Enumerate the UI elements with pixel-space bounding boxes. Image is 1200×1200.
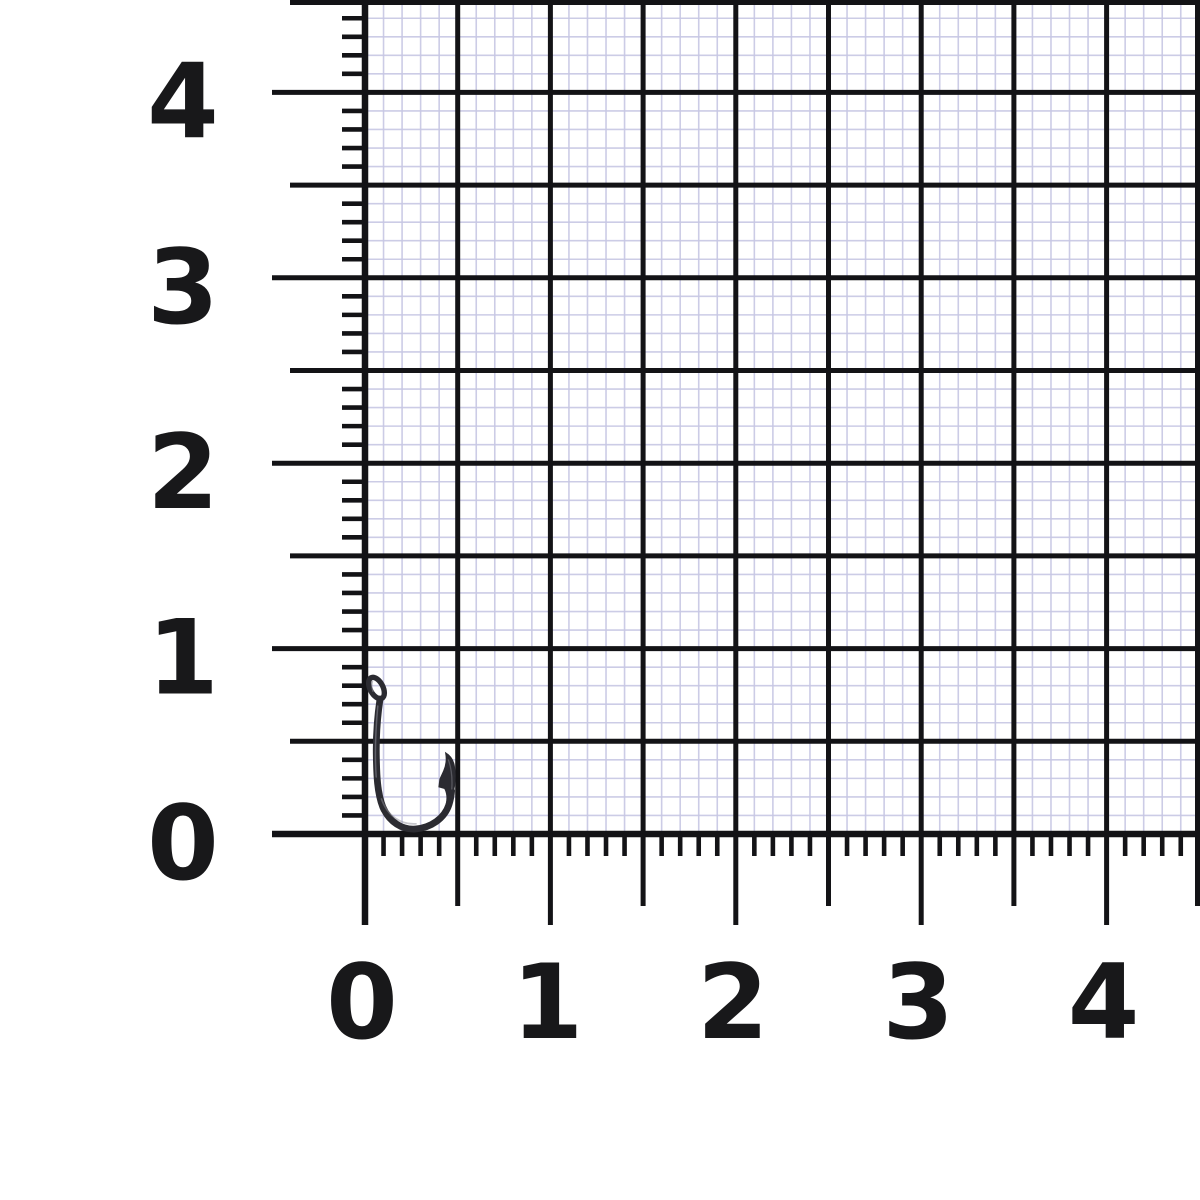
fine-grid bbox=[365, 0, 1200, 834]
heavy-grid bbox=[272, 0, 1200, 925]
y-axis-label: 4 bbox=[147, 42, 219, 162]
x-axis-label: 1 bbox=[512, 943, 584, 1063]
x-axis-label: 0 bbox=[326, 943, 398, 1063]
y-axis-label: 1 bbox=[147, 599, 219, 719]
hook-shank-highlight bbox=[374, 705, 379, 778]
y-axis-label: 2 bbox=[147, 413, 219, 533]
x-axis-label: 4 bbox=[1068, 943, 1140, 1063]
hook-point-and-barb bbox=[438, 751, 456, 807]
y-axis-label: 3 bbox=[147, 228, 219, 348]
ruler-ticks bbox=[342, 15, 1184, 856]
hook-eye-highlight bbox=[371, 680, 374, 693]
y-axis-labels: 4 3 2 1 0 bbox=[147, 42, 219, 904]
x-axis-label: 2 bbox=[697, 943, 769, 1063]
fishing-hook bbox=[365, 674, 456, 833]
hook-bend-highlight bbox=[380, 798, 417, 825]
y-axis-label: 0 bbox=[147, 784, 219, 904]
x-axis-label: 3 bbox=[882, 943, 954, 1063]
hook-point-highlight bbox=[447, 759, 453, 790]
